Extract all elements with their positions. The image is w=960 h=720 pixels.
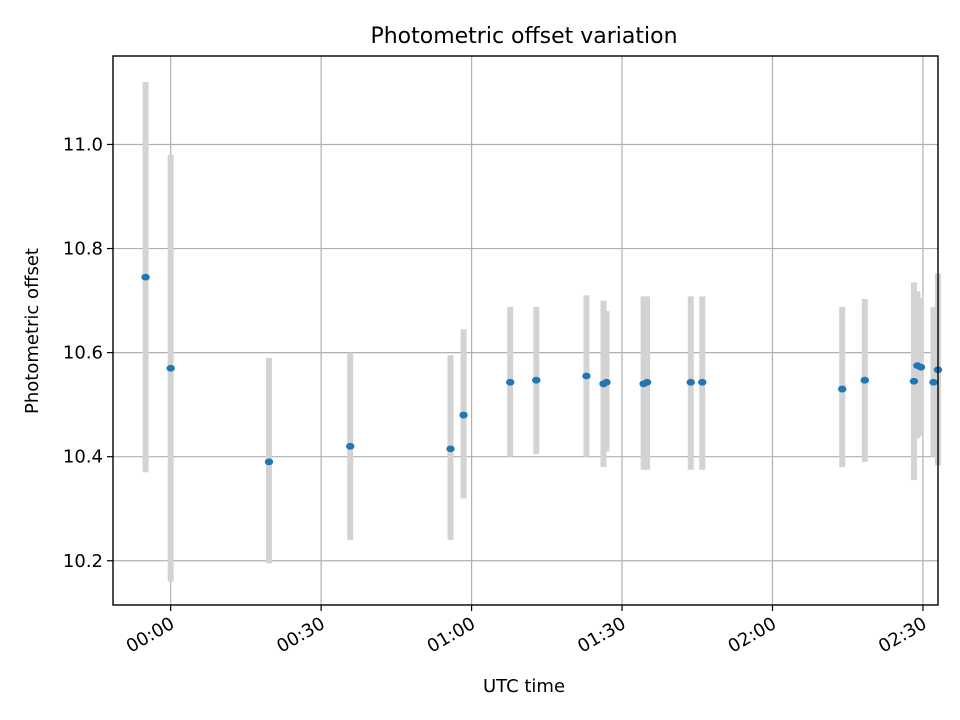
chart-title: Photometric offset variation — [370, 24, 677, 49]
data-point — [582, 372, 591, 380]
y-axis-label: Photometric offset — [22, 248, 43, 414]
y-tick-label: 10.4 — [63, 447, 103, 468]
data-point — [838, 385, 847, 393]
data-point — [166, 364, 175, 372]
data-point — [264, 458, 274, 466]
x-tick-label: 01:30 — [574, 613, 629, 657]
errorbar-layer — [142, 82, 941, 582]
data-point — [532, 376, 541, 384]
plot-frame — [112, 55, 939, 606]
y-tick-label: 10.2 — [63, 551, 103, 572]
y-tick-label: 10.8 — [63, 239, 103, 260]
x-tick-label: 00:30 — [273, 613, 328, 657]
data-point — [141, 273, 150, 281]
x-tick-label: 02:00 — [725, 613, 780, 657]
data-point — [929, 378, 938, 386]
x-tick-label: 01:00 — [424, 613, 479, 657]
y-tick-label: 11.0 — [63, 134, 103, 155]
data-point — [506, 378, 515, 386]
data-point — [346, 442, 355, 450]
x-tick-label: 02:30 — [875, 613, 930, 657]
data-point — [698, 378, 707, 386]
point-layer — [141, 273, 943, 466]
data-point — [916, 363, 926, 371]
data-point — [686, 378, 695, 386]
data-point — [459, 411, 468, 419]
data-point — [642, 378, 652, 386]
data-point — [909, 377, 919, 385]
y-tick-label: 10.6 — [63, 343, 103, 364]
x-tick-label: 00:00 — [123, 613, 178, 657]
data-point — [446, 445, 455, 453]
x-axis-label: UTC time — [483, 676, 565, 697]
data-point — [860, 376, 869, 384]
data-point — [602, 378, 611, 386]
